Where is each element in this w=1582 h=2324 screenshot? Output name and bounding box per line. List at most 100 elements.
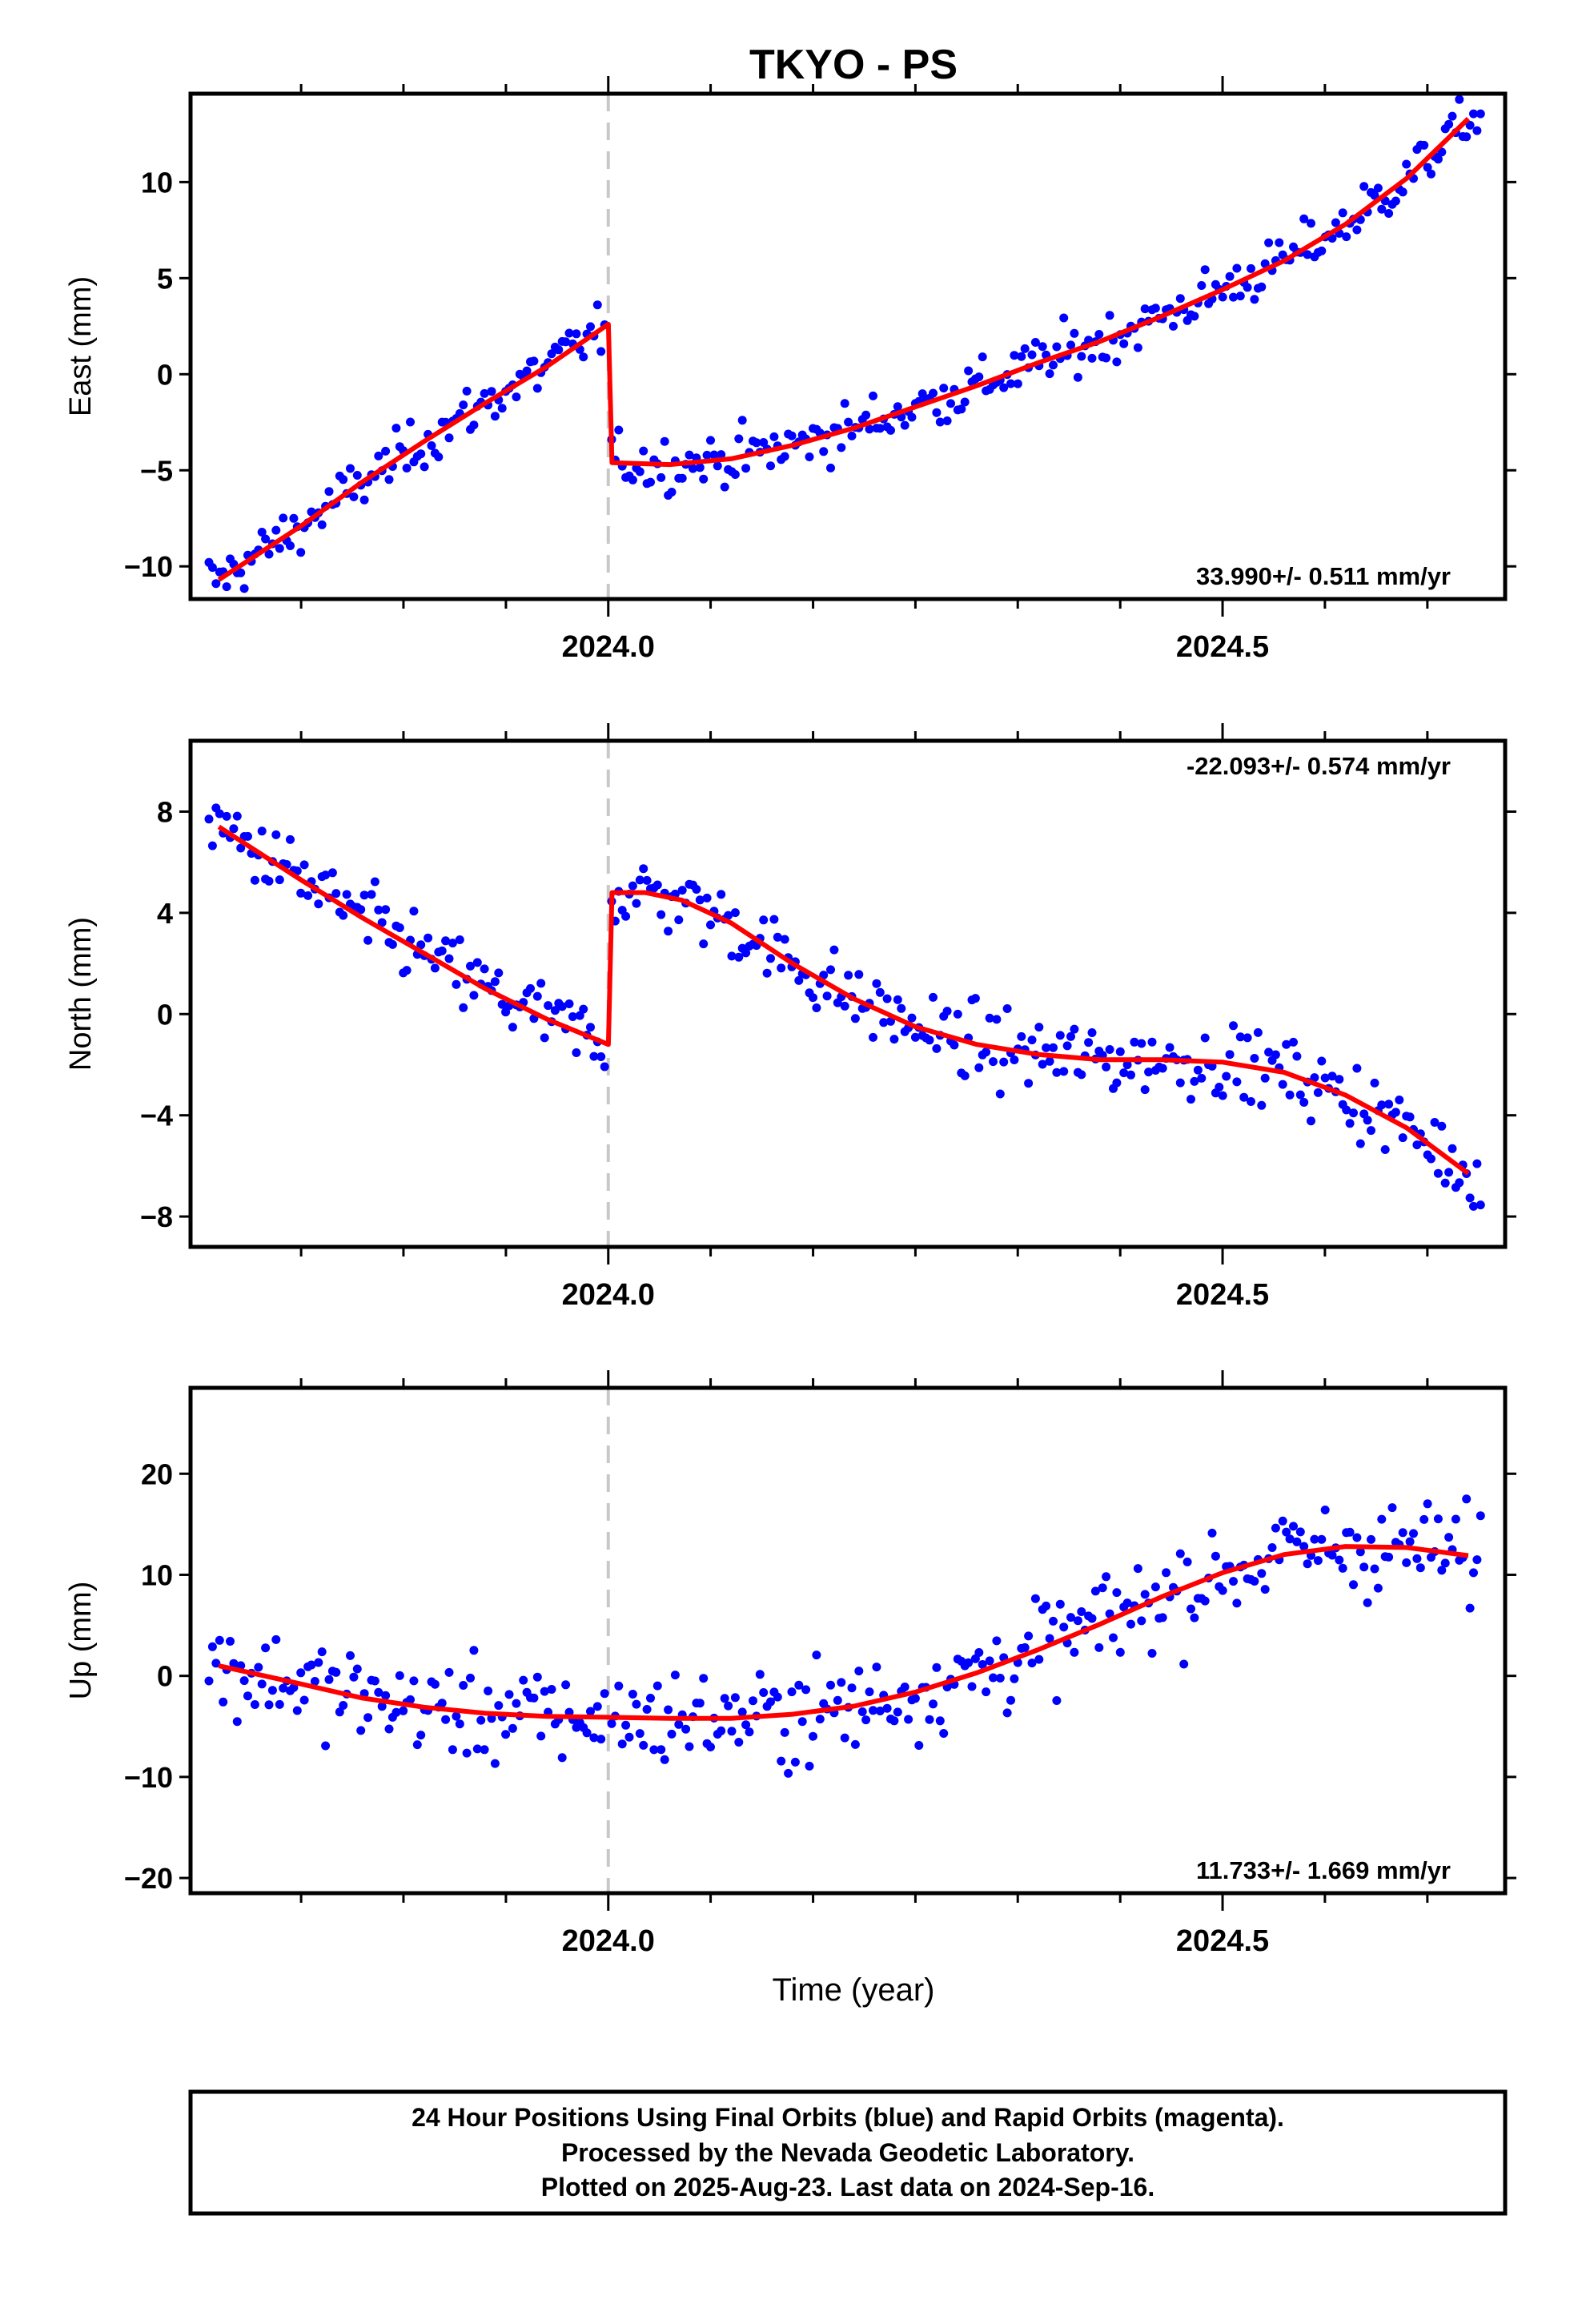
up-data-point bbox=[349, 1672, 359, 1682]
up-data-point bbox=[455, 1719, 464, 1729]
north-data-point bbox=[532, 991, 542, 1001]
north-data-point bbox=[1295, 1090, 1305, 1100]
north-data-point bbox=[1367, 1126, 1375, 1136]
up-data-point bbox=[1303, 1559, 1312, 1569]
up-data-point bbox=[289, 1683, 299, 1692]
east-data-point bbox=[1013, 379, 1022, 388]
north-data-point bbox=[557, 1002, 567, 1011]
up-data-point bbox=[1207, 1528, 1217, 1538]
north-data-point bbox=[632, 899, 641, 908]
up-data-point bbox=[745, 1727, 754, 1737]
north-data-point bbox=[1024, 1079, 1034, 1088]
up-data-point bbox=[929, 1699, 938, 1709]
north-data-point bbox=[1165, 1043, 1174, 1052]
up-data-point bbox=[617, 1739, 627, 1749]
up-data-point bbox=[452, 1711, 461, 1721]
up-data-point bbox=[346, 1651, 355, 1660]
north-data-point bbox=[207, 841, 217, 850]
north-data-point bbox=[889, 1035, 899, 1044]
north-data-point bbox=[469, 991, 479, 1000]
up-data-point bbox=[628, 1690, 637, 1699]
up-data-point bbox=[989, 1673, 998, 1683]
up-data-point bbox=[790, 1757, 800, 1767]
north-data-point bbox=[1391, 1108, 1400, 1117]
north-data-point bbox=[1395, 1096, 1404, 1104]
up-data-point bbox=[219, 1697, 228, 1707]
east-data-point bbox=[1359, 182, 1369, 191]
east-y-tick-label: 10 bbox=[141, 166, 173, 199]
north-data-point bbox=[1102, 1062, 1111, 1072]
east-data-point bbox=[596, 347, 606, 356]
up-data-point bbox=[1282, 1527, 1291, 1537]
east-data-point bbox=[1045, 369, 1054, 379]
up-data-point bbox=[801, 1685, 811, 1695]
up-data-point bbox=[261, 1643, 271, 1653]
east-data-point bbox=[1229, 292, 1238, 302]
east-data-point bbox=[1250, 295, 1259, 304]
east-data-point bbox=[352, 471, 362, 480]
up-data-point bbox=[854, 1667, 864, 1676]
up-data-point bbox=[649, 1745, 659, 1755]
east-data-point bbox=[709, 450, 719, 460]
north-y-tick-label: 0 bbox=[157, 998, 173, 1031]
up-data-point bbox=[557, 1753, 567, 1763]
up-data-point bbox=[1211, 1551, 1220, 1561]
north-data-point bbox=[1412, 1140, 1422, 1150]
north-y-tick-label: −4 bbox=[140, 1100, 173, 1132]
east-data-point bbox=[346, 464, 355, 473]
east-data-point bbox=[459, 400, 468, 410]
up-data-point bbox=[356, 1726, 366, 1735]
east-data-point bbox=[1398, 187, 1407, 197]
up-data-point bbox=[730, 1693, 740, 1703]
up-data-point bbox=[865, 1687, 874, 1697]
north-data-point bbox=[1455, 1178, 1464, 1188]
up-data-point bbox=[1363, 1598, 1372, 1607]
east-data-point bbox=[819, 447, 829, 456]
up-data-point bbox=[307, 1660, 316, 1670]
east-data-point bbox=[1257, 282, 1267, 292]
up-data-point bbox=[226, 1637, 235, 1646]
up-data-point bbox=[805, 1761, 814, 1771]
north-data-point bbox=[250, 875, 259, 885]
north-data-point bbox=[1370, 1078, 1379, 1088]
up-data-point bbox=[699, 1674, 709, 1683]
east-data-point bbox=[374, 451, 383, 460]
up-data-point bbox=[1175, 1549, 1185, 1558]
east-data-point bbox=[1235, 292, 1245, 301]
east-data-point bbox=[264, 549, 274, 559]
up-data-point bbox=[639, 1740, 648, 1750]
north-data-point bbox=[1398, 1133, 1407, 1143]
north-data-points bbox=[204, 803, 1485, 1211]
up-data-point bbox=[299, 1695, 309, 1705]
north-data-point bbox=[1320, 1073, 1330, 1083]
north-data-point bbox=[1126, 1070, 1135, 1080]
east-data-point bbox=[1087, 353, 1097, 363]
north-data-point bbox=[586, 1023, 595, 1032]
up-data-point bbox=[674, 1719, 684, 1729]
north-data-point bbox=[589, 1051, 599, 1061]
north-data-point bbox=[1055, 1031, 1065, 1040]
east-data-point bbox=[207, 563, 217, 573]
north-data-point bbox=[568, 1012, 577, 1021]
east-data-point bbox=[427, 441, 436, 450]
north-data-point bbox=[794, 975, 804, 985]
caption-line-2: Processed by the Nevada Geodetic Laborat… bbox=[561, 2138, 1134, 2167]
north-data-point bbox=[540, 1033, 549, 1043]
north-data-point bbox=[1444, 1168, 1454, 1177]
north-data-point bbox=[829, 945, 839, 955]
north-data-point bbox=[536, 979, 546, 988]
east-data-point bbox=[907, 412, 917, 422]
north-data-point bbox=[437, 946, 447, 955]
up-data-point bbox=[656, 1745, 666, 1755]
up-data-point bbox=[1409, 1529, 1418, 1538]
north-data-point bbox=[989, 1057, 998, 1067]
north-data-point bbox=[893, 995, 902, 1004]
north-data-point bbox=[1010, 1055, 1019, 1064]
east-data-point bbox=[677, 473, 687, 483]
north-data-point bbox=[1384, 1100, 1394, 1109]
north-data-point bbox=[1257, 1100, 1267, 1110]
north-data-point bbox=[1342, 1105, 1351, 1115]
up-data-point bbox=[279, 1683, 288, 1693]
east-data-point bbox=[695, 463, 705, 472]
north-data-point bbox=[1427, 1154, 1435, 1164]
